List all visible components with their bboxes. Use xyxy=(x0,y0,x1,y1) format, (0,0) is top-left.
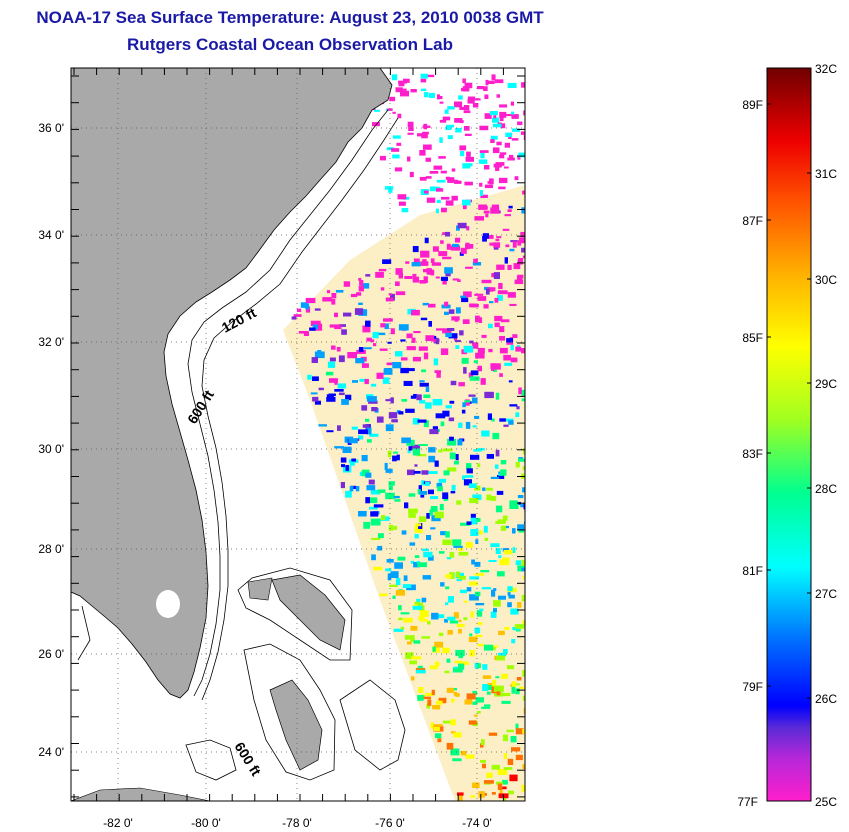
lat-label: 24 0' xyxy=(38,745,64,759)
lon-label: -82 0' xyxy=(103,816,133,830)
celsius-tick: 31C xyxy=(815,167,837,181)
fahrenheit-tick: 89F xyxy=(742,98,763,112)
celsius-tick: 32C xyxy=(815,62,837,76)
cuba-north-coast xyxy=(71,787,211,801)
fahrenheit-tick: 85F xyxy=(742,331,763,345)
map-plot: 120 ft 600 ft 600 ft xyxy=(38,67,526,830)
lat-label: 32 0' xyxy=(38,335,64,349)
graticule xyxy=(71,68,525,801)
lake-okeechobee xyxy=(156,590,180,618)
frame-ticks xyxy=(71,68,525,801)
map-subtitle: Rutgers Coastal Ocean Observation Lab xyxy=(127,35,453,54)
celsius-tick: 28C xyxy=(815,482,837,496)
florida-southeast-us-land xyxy=(71,68,393,699)
contour-600ft xyxy=(201,117,399,701)
landmass xyxy=(71,68,393,801)
celsius-tick: 27C xyxy=(815,587,837,601)
bathymetry-contours xyxy=(77,109,406,781)
map-title: NOAA-17 Sea Surface Temperature: August … xyxy=(36,8,544,27)
lat-label: 36 0' xyxy=(38,121,64,135)
celsius-tick: 29C xyxy=(815,377,837,391)
colorbar-fahrenheit-ticks: 89F 87F 85F 83F 81F 79F 77F xyxy=(737,98,771,809)
fahrenheit-tick: 79F xyxy=(742,680,763,694)
colorbar-gradient xyxy=(767,68,811,801)
map-frame xyxy=(70,67,526,802)
colorbar-frame xyxy=(766,67,812,802)
celsius-tick: 30C xyxy=(815,273,837,287)
longitude-axis: -82 0' -80 0' -78 0' -76 0' -74 0' xyxy=(103,816,492,830)
lon-label: -74 0' xyxy=(462,816,492,830)
lat-label: 28 0' xyxy=(38,542,64,556)
celsius-tick: 26C xyxy=(815,692,837,706)
colorbar-celsius-ticks: 32C 31C 30C 29C 28C 27C 26C 25C xyxy=(807,62,837,809)
fahrenheit-tick: 87F xyxy=(742,214,763,228)
bahamas-grand-bahama xyxy=(247,577,273,601)
fahrenheit-tick: 81F xyxy=(742,564,763,578)
fahrenheit-tick: 77F xyxy=(737,795,758,809)
bahamas-abaco xyxy=(271,574,346,651)
lon-label: -78 0' xyxy=(282,816,312,830)
sst-swath xyxy=(283,68,525,801)
temperature-colorbar: 32C 31C 30C 29C 28C 27C 26C 25C 89F 87F … xyxy=(737,62,837,809)
lat-label: 34 0' xyxy=(38,228,64,242)
bahamas-andros xyxy=(269,679,323,771)
lat-label: 30 0' xyxy=(38,442,64,456)
lat-label: 26 0' xyxy=(38,647,64,661)
lon-label: -76 0' xyxy=(375,816,405,830)
contour-120ft xyxy=(187,109,389,697)
latitude-axis: 36 0' 34 0' 32 0' 30 0' 28 0' 26 0' 24 0… xyxy=(38,121,64,759)
fahrenheit-tick: 83F xyxy=(742,447,763,461)
lon-label: -80 0' xyxy=(191,816,221,830)
celsius-tick: 25C xyxy=(815,795,837,809)
